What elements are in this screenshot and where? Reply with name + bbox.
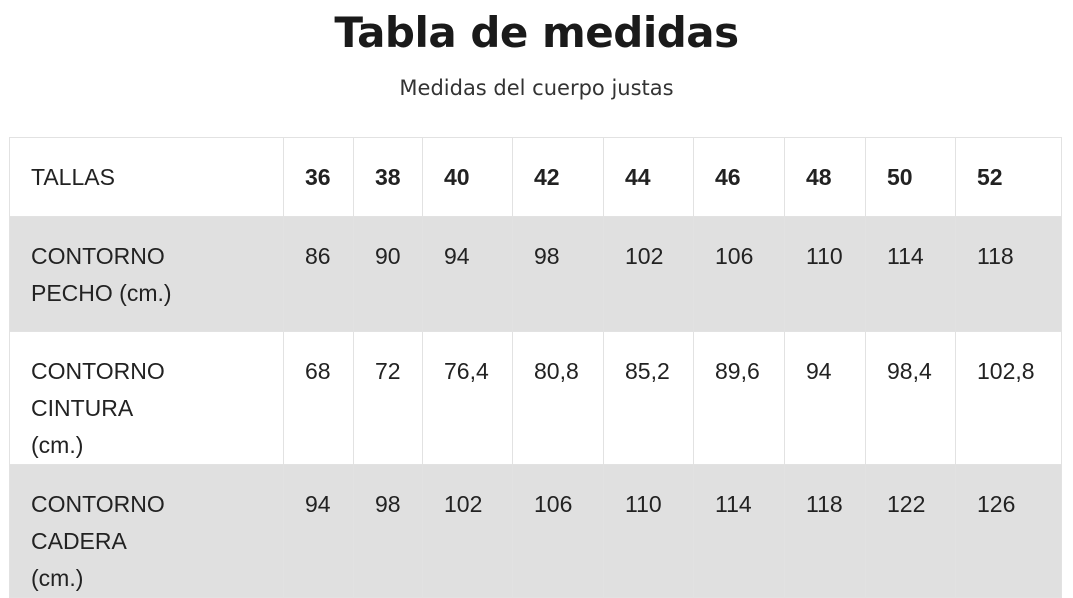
size-header: 42	[512, 137, 604, 217]
size-header: 38	[353, 137, 423, 217]
measure-cell: 106	[693, 216, 785, 332]
row-label: CONTORNO CADERA (cm.)	[9, 464, 284, 598]
row-label: CONTORNO PECHO (cm.)	[9, 216, 284, 332]
header-row: TALLAS 36 38 40 42 44 46 48 50 52	[9, 137, 1062, 217]
size-header: 48	[784, 137, 866, 217]
measure-cell: 86	[283, 216, 354, 332]
measure-cell: 102,8	[955, 331, 1062, 465]
size-header: 40	[422, 137, 513, 217]
measure-cell: 94	[283, 464, 354, 598]
data-row: CONTORNO CINTURA (cm.) 68 72 76,4 80,8 85,2 89…	[9, 331, 1062, 465]
data-row: CONTORNO CADERA (cm.) 94 98 102 106 110 114 118…	[9, 464, 1062, 598]
measure-cell: 122	[865, 464, 956, 598]
measure-cell: 85,2	[603, 331, 694, 465]
subtitle: Medidas del cuerpo justas	[399, 76, 674, 100]
data-row: CONTORNO PECHO (cm.) 86 90 94 98 102 106 110 114…	[9, 216, 1062, 332]
measure-cell: 102	[422, 464, 513, 598]
page: Tabla de medidas Medidas del cuerpo just…	[9, 8, 1062, 598]
row-label: CONTORNO CINTURA (cm.)	[9, 331, 284, 465]
size-header: 36	[283, 137, 354, 217]
measure-cell: 89,6	[693, 331, 785, 465]
measure-cell: 68	[283, 331, 354, 465]
measure-cell: 106	[512, 464, 604, 598]
measure-cell: 114	[693, 464, 785, 598]
measure-cell: 98	[512, 216, 604, 332]
row-header-label: TALLAS	[9, 137, 284, 217]
measure-cell: 98	[353, 464, 423, 598]
measure-cell: 90	[353, 216, 423, 332]
measure-cell: 110	[603, 464, 694, 598]
size-table: TALLAS 36 38 40 42 44 46 48 50 52 CONTORNO PECHO (…	[9, 137, 1062, 598]
measure-cell: 80,8	[512, 331, 604, 465]
measure-cell: 72	[353, 331, 423, 465]
measure-cell: 118	[955, 216, 1062, 332]
measure-cell: 94	[784, 331, 866, 465]
size-header: 46	[693, 137, 785, 217]
measure-cell: 110	[784, 216, 866, 332]
title: Tabla de medidas	[334, 8, 739, 57]
measure-cell: 98,4	[865, 331, 956, 465]
measure-cell: 102	[603, 216, 694, 332]
measure-cell: 76,4	[422, 331, 513, 465]
size-header: 50	[865, 137, 956, 217]
measure-cell: 118	[784, 464, 866, 598]
measure-cell: 114	[865, 216, 956, 332]
measure-cell: 94	[422, 216, 513, 332]
measure-cell: 126	[955, 464, 1062, 598]
size-header: 44	[603, 137, 694, 217]
size-header: 52	[955, 137, 1062, 217]
